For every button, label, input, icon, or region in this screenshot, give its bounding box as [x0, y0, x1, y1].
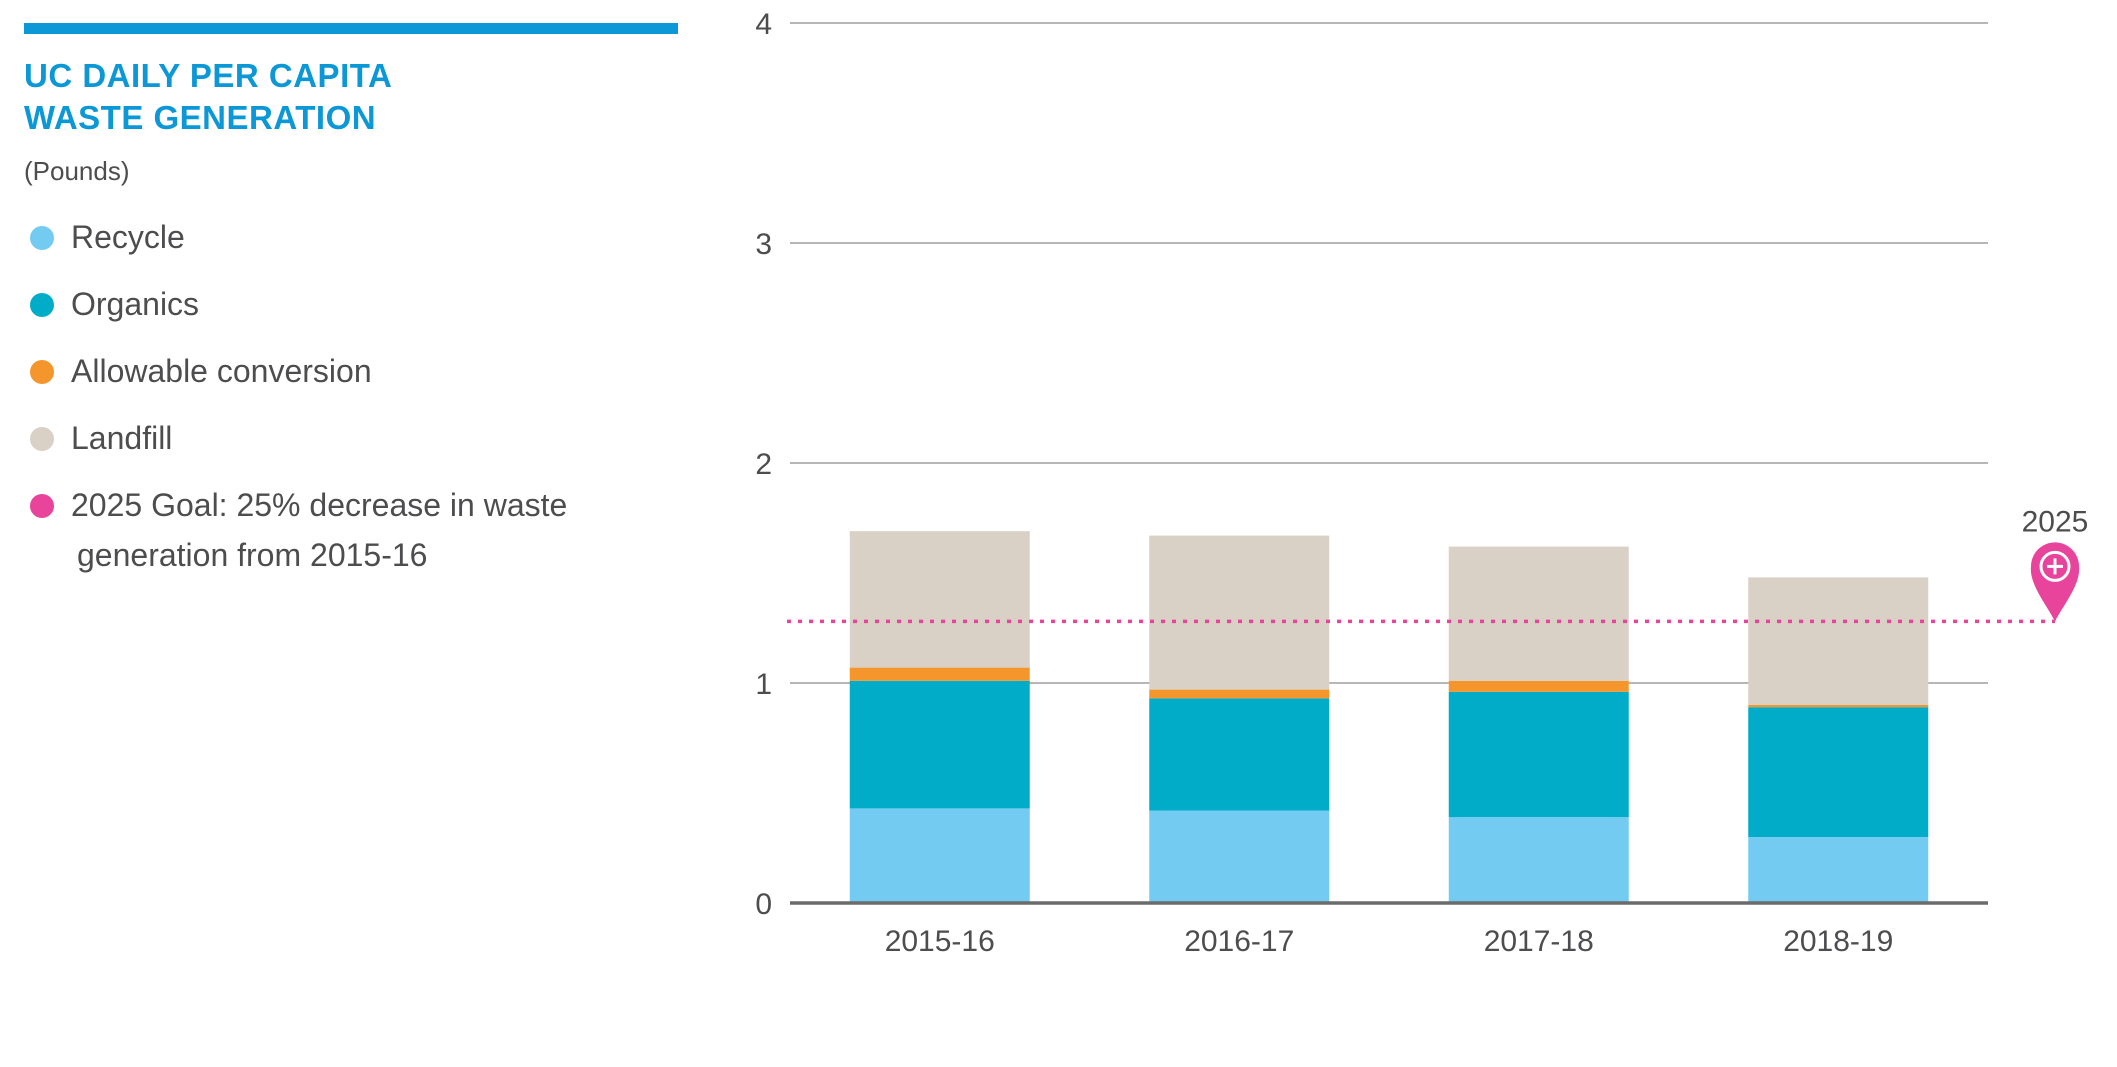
y-tick-label-3: 3 — [755, 228, 772, 261]
legend-label-organics: Organics — [71, 286, 200, 322]
x-tick-label-2015-16: 2015-16 — [885, 925, 995, 958]
bar-segment-landfill-2016-17 — [1149, 535, 1330, 690]
bar-segment-organics-2016-17 — [1149, 698, 1330, 811]
legend-swatch-landfill — [30, 427, 54, 451]
legend-label-allowable-conversion: Allowable conversion — [71, 353, 372, 389]
legend-label-goal-line-2: generation from 2015-16 — [77, 537, 428, 573]
x-tick-label-2018-19: 2018-19 — [1783, 925, 1893, 958]
legend-swatch-recycle — [30, 226, 54, 250]
y-tick-label-4: 4 — [755, 8, 772, 41]
bar-segment-allowable-conversion-2017-18 — [1448, 680, 1629, 692]
bar-segment-organics-2017-18 — [1448, 691, 1629, 818]
plus-circle-icon — [2039, 550, 2071, 582]
bar-segment-landfill-2017-18 — [1448, 546, 1629, 681]
legend-item-goal: 2025 Goal: 25% decrease in waste generat… — [24, 484, 674, 576]
legend-swatch-organics — [30, 293, 54, 317]
chart-title-line-2: WASTE GENERATION — [24, 99, 377, 136]
bar-segment-allowable-conversion-2016-17 — [1149, 689, 1330, 699]
units-label: (Pounds) — [24, 156, 130, 186]
chart-title: UC DAILY PER CAPITA WASTE GENERATION — [24, 55, 584, 139]
title-accent-rule — [24, 23, 678, 34]
legend-swatch-allowable-conversion — [30, 360, 54, 384]
bar-segment-landfill-2015-16 — [849, 531, 1030, 668]
legend-label-recycle: Recycle — [71, 219, 185, 255]
legend-item-recycle: Recycle — [24, 216, 674, 283]
bar-segment-recycle-2016-17 — [1149, 810, 1330, 903]
x-tick-label-2017-18: 2017-18 — [1484, 925, 1594, 958]
bar-segment-recycle-2018-19 — [1748, 837, 1929, 903]
legend-item-allowable-conversion: Allowable conversion — [24, 350, 674, 417]
legend-item-landfill: Landfill — [24, 417, 674, 484]
axis-labels: 0 1 2 3 4 2015-16 2016-17 2017-18 2018-19 — [755, 8, 1988, 958]
chart-title-line-1: UC DAILY PER CAPITA — [24, 57, 393, 94]
chart-legend: Recycle Organics Allowable conversion La… — [24, 216, 674, 576]
bar-segment-recycle-2015-16 — [849, 808, 1030, 903]
goal-marker-label: 2025 — [2022, 505, 2089, 538]
goal-line-group: 2025 — [787, 505, 2089, 624]
y-tick-label-1: 1 — [755, 668, 772, 701]
bar-segment-organics-2015-16 — [849, 680, 1030, 809]
legend-label-goal-line-1: 2025 Goal: 25% decrease in waste — [71, 487, 568, 523]
legend-swatch-goal — [30, 494, 54, 518]
bar-segment-organics-2018-19 — [1748, 707, 1929, 837]
bar-segment-allowable-conversion-2018-19 — [1748, 705, 1929, 708]
x-tick-label-2016-17: 2016-17 — [1184, 925, 1294, 958]
legend-label-landfill: Landfill — [71, 420, 173, 456]
y-tick-label-0: 0 — [755, 888, 772, 921]
bar-segment-landfill-2018-19 — [1748, 577, 1929, 705]
legend-item-organics: Organics — [24, 283, 674, 350]
bar-stacks — [849, 531, 1929, 903]
y-tick-label-2: 2 — [755, 448, 772, 481]
bar-segment-recycle-2017-18 — [1448, 817, 1629, 903]
bar-segment-allowable-conversion-2015-16 — [849, 667, 1030, 681]
